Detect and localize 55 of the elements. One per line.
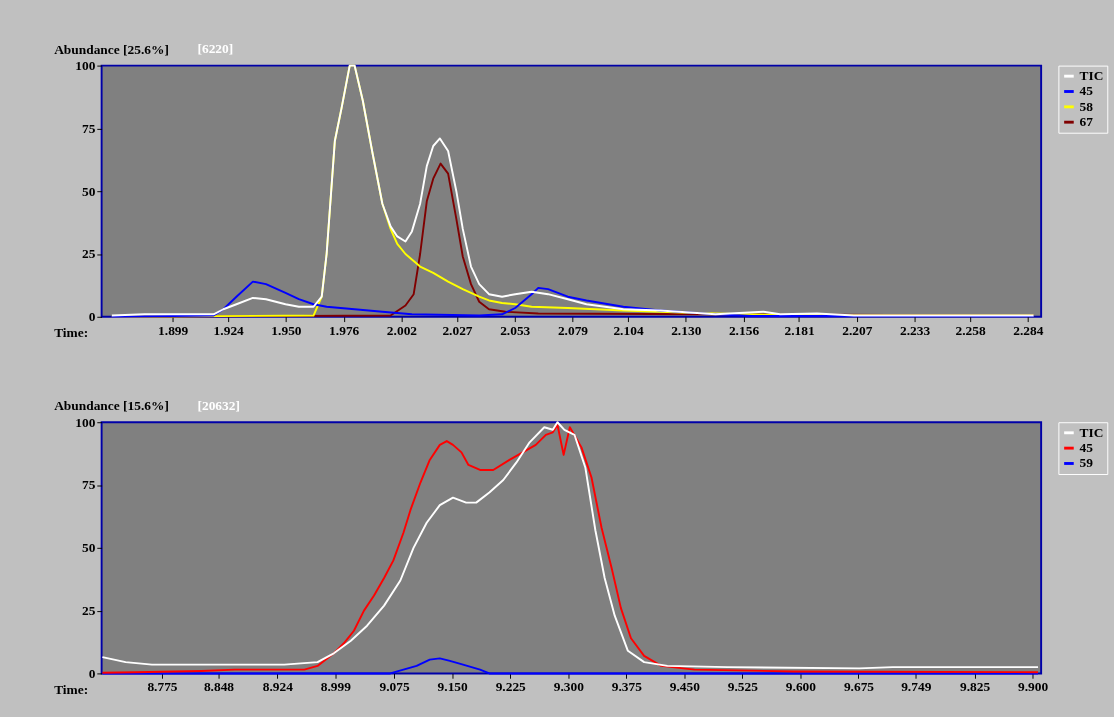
x-tick-label: 1.899 [158,322,189,338]
x-tick-label: 9.525 [727,679,759,695]
y-tick-label: 50 [81,540,96,556]
y-tick-label: 100 [75,57,96,73]
legend-label: 59 [1079,455,1094,471]
x-tick-label: 2.027 [442,322,473,338]
x-tick-label: 2.258 [955,322,986,338]
y-axis-title: Abundance [15.6%] [54,398,169,414]
x-tick-label: 9.600 [785,679,817,695]
x-tick-label: 8.775 [147,679,178,695]
legend-label: TIC [1079,424,1104,440]
x-tick-label: 9.075 [379,679,411,695]
y-tick-label: 25 [81,246,96,262]
x-tick-label: 2.002 [386,322,418,338]
y-tick-label: 75 [81,120,96,136]
x-tick-label: 9.150 [437,679,469,695]
legend-label: TIC [1079,68,1104,83]
y-tick-label: 100 [75,414,96,430]
x-tick-label: 2.130 [671,322,702,338]
x-tick-label: 1.924 [213,322,245,338]
x-tick-label: 9.675 [843,679,875,695]
x-tick-label: 9.375 [611,679,643,695]
y-tick-label: 0 [88,309,96,325]
x-tick-label: 2.104 [613,322,644,338]
y-tick-label: 25 [81,602,96,618]
x-tick-label: 2.079 [557,322,589,338]
x-tick-label: 9.825 [959,679,991,695]
legend-label: 45 [1079,439,1094,455]
x-tick-label: 2.207 [842,322,873,338]
y-tick-label: 75 [81,477,96,493]
x-tick-label: 8.924 [262,679,294,695]
legend-label: 67 [1079,114,1094,130]
x-axis-title: Time: [54,325,89,341]
x-tick-label: 8.848 [203,679,235,695]
x-tick-label: 8.999 [320,679,352,695]
x-tick-label: 9.900 [1018,679,1049,695]
x-axis-title: Time: [54,682,89,698]
x-tick-label: 1.950 [271,322,302,338]
text: [20632] [197,397,240,413]
x-tick-label: 2.233 [899,322,931,338]
y-axis-title: Abundance [25.6%] [54,41,169,57]
text: [6220] [197,41,234,57]
y-tick-label: 0 [88,665,96,681]
x-tick-label: 2.284 [1013,322,1044,338]
x-tick-label: 9.450 [669,679,701,695]
y-tick-label: 50 [81,183,96,199]
x-tick-label: 9.225 [495,679,527,695]
x-tick-label: 1.976 [329,322,360,338]
x-tick-label: 9.300 [553,679,585,695]
x-tick-label: 2.156 [728,322,760,338]
x-tick-label: 2.181 [784,322,815,338]
legend-label: 45 [1079,83,1094,99]
x-tick-label: 9.749 [901,679,932,695]
legend-label: 58 [1079,98,1094,114]
x-tick-label: 2.053 [500,322,531,338]
